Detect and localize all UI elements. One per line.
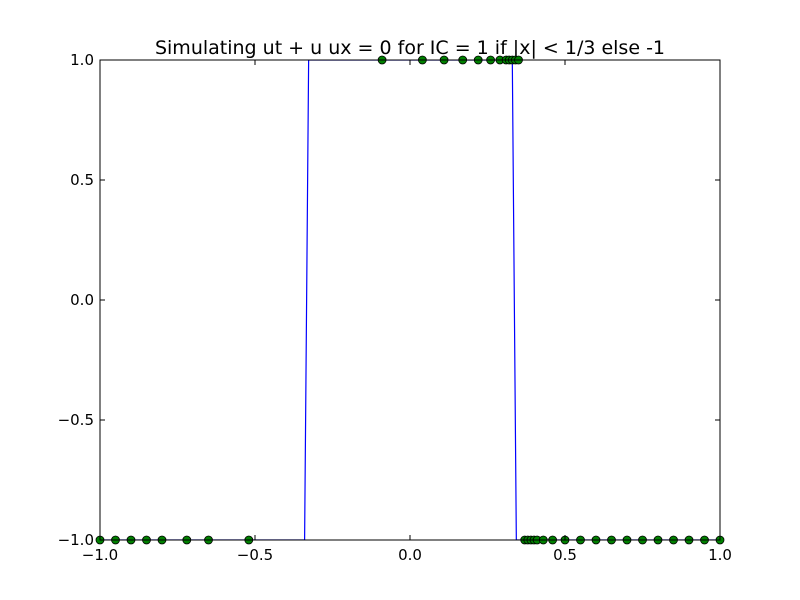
x-tick-label: 0.0: [398, 546, 422, 564]
marker-layer: [95, 55, 725, 545]
y-tick-label: −1.0: [58, 531, 94, 549]
y-tick-label: −0.5: [58, 411, 94, 429]
y-tick-label: 0.0: [70, 291, 94, 309]
x-tick-label: 0.5: [553, 546, 577, 564]
plot-frame: [99, 59, 721, 541]
tick-layer: −1.0 −0.5 0.0 0.5 1.0 −1.0 −0.5 0.0 0.5 1.0: [58, 51, 732, 564]
series-line-0: [100, 60, 720, 540]
x-tick-label: −1.0: [82, 546, 118, 564]
y-tick-label: 1.0: [70, 51, 94, 69]
chart-title: Simulating ut + u ux = 0 for IC = 1 if |…: [155, 37, 665, 59]
y-tick-label: 0.5: [70, 171, 94, 189]
series-layer: [100, 60, 720, 540]
x-tick-label: 1.0: [708, 546, 732, 564]
x-tick-label: −0.5: [237, 546, 273, 564]
